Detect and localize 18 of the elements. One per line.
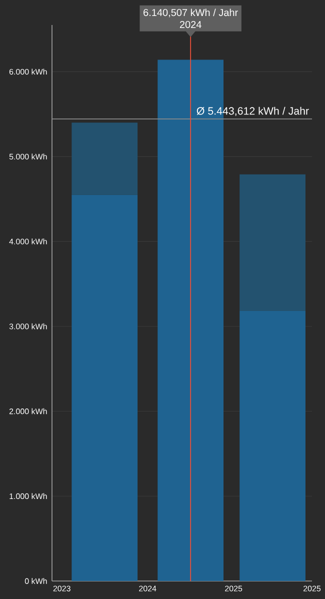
bar [240,311,306,581]
y-tick-label: 4.000 kWh [9,238,47,244]
y-tick-label: 2.000 kWh [9,408,47,414]
x-tick-label: 2025 [225,586,242,592]
bar [72,194,138,581]
x-tick-label: 2023 [53,586,70,592]
y-tick-label: 6.000 kWh [9,68,47,75]
ref-line-label: Ø 5.443,612 kWh / Jahr [196,106,309,116]
y-tick-label: 0 kWh [24,578,47,584]
x-tick-label: 2025 [304,586,321,592]
y-tick-label: 1.000 kWh [10,493,47,500]
bar [240,174,306,312]
text: 6.140,507 kWh / Jahr [144,8,238,18]
bar [72,122,138,195]
y-tick-label: 3.000 kWh [9,323,47,330]
y-tick-label: 5.000 kWh [9,154,47,160]
x-tick-label: 2024 [139,586,156,592]
annotation: 2024 [180,20,202,28]
